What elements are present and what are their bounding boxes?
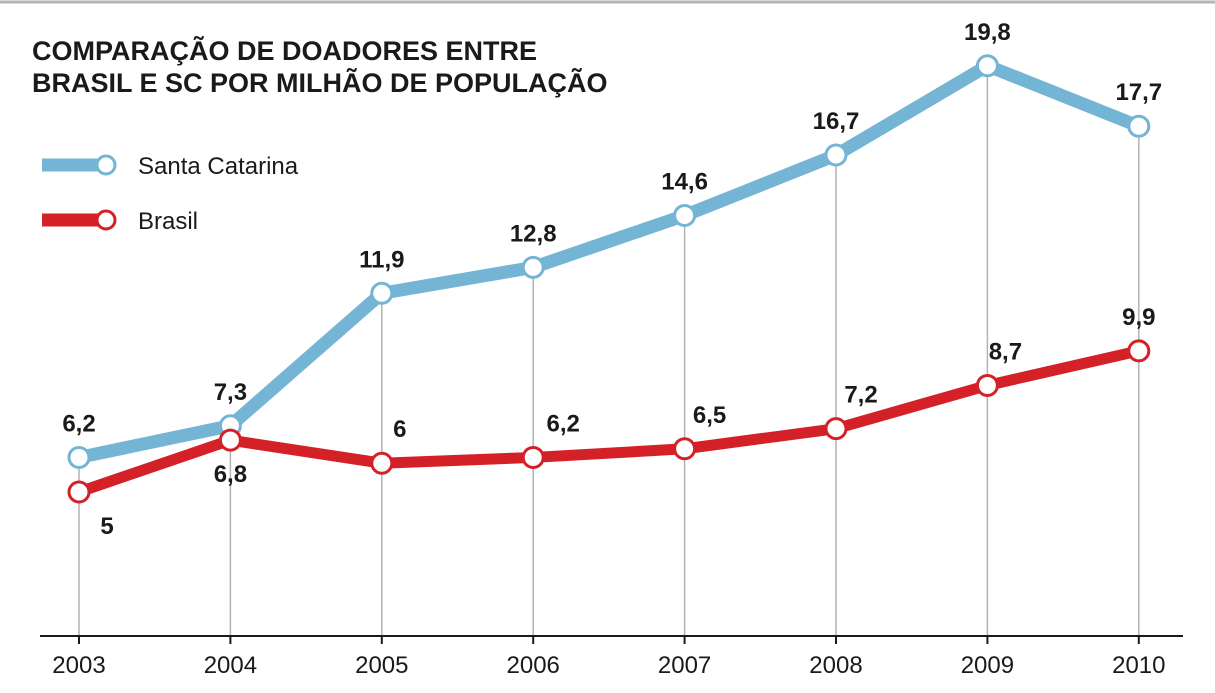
point-santa-catarina-2008 bbox=[824, 143, 848, 167]
data-label-santa-catarina-2010: 17,7 bbox=[1115, 79, 1162, 106]
x-tick-label-2006: 2006 bbox=[507, 652, 560, 679]
series-line-santa-catarina bbox=[72, 59, 1146, 464]
data-label-santa-catarina-2005: 11,9 bbox=[359, 246, 404, 273]
data-label-brasil-2004: 6,8 bbox=[214, 461, 247, 488]
point-brasil-2003 bbox=[67, 480, 91, 504]
point-brasil-2008 bbox=[824, 417, 848, 441]
legend-marker-brasil bbox=[95, 209, 117, 231]
x-tick-label-2007: 2007 bbox=[658, 652, 711, 679]
x-axis-ticks: 2003 2004 2005 2006 2007 2008 2009 2010 bbox=[52, 636, 1165, 679]
x-tick-label-2005: 2005 bbox=[355, 652, 408, 679]
point-brasil-2007 bbox=[673, 437, 697, 461]
data-label-brasil-2010: 9,9 bbox=[1122, 304, 1155, 331]
point-santa-catarina-2003 bbox=[67, 445, 91, 469]
series-line-brasil bbox=[73, 345, 1145, 498]
x-tick-label-2010: 2010 bbox=[1112, 652, 1165, 679]
data-label-brasil-2008: 7,2 bbox=[844, 382, 877, 409]
legend: Santa Catarina Brasil bbox=[42, 153, 299, 235]
data-label-brasil-2007: 6,5 bbox=[693, 402, 726, 429]
point-santa-catarina-2009 bbox=[975, 54, 999, 78]
series-lines bbox=[67, 54, 1151, 504]
legend-label-santa-catarina: Santa Catarina bbox=[138, 153, 299, 180]
data-label-brasil-2006: 6,2 bbox=[547, 410, 580, 437]
data-label-santa-catarina-2003: 6,2 bbox=[62, 410, 95, 437]
vertical-gridlines bbox=[78, 65, 1140, 636]
data-label-santa-catarina-2008: 16,7 bbox=[813, 108, 860, 135]
point-santa-catarina-2010 bbox=[1127, 114, 1151, 138]
legend-label-brasil: Brasil bbox=[138, 208, 198, 235]
point-brasil-2004 bbox=[218, 428, 242, 452]
chart-title-line-2: BRASIL E SC POR MILHÃO DE POPULAÇÃO bbox=[32, 67, 608, 98]
data-label-brasil-2009: 8,7 bbox=[989, 338, 1022, 365]
point-santa-catarina-2005 bbox=[370, 281, 394, 305]
data-label-santa-catarina-2006: 12,8 bbox=[510, 220, 557, 247]
data-label-santa-catarina-2007: 14,6 bbox=[661, 169, 708, 196]
data-label-brasil-2003: 5 bbox=[100, 513, 113, 540]
data-labels: 6,2 7,3 11,9 12,8 14,6 16,7 19,8 17,7 5 6,8 6 6,2 6,… bbox=[62, 19, 1162, 540]
point-brasil-2010 bbox=[1127, 339, 1151, 363]
chart-title-line-1: COMPARAÇÃO DE DOADORES ENTRE bbox=[32, 35, 537, 66]
legend-marker-santa-catarina bbox=[95, 154, 117, 176]
point-santa-catarina-2007 bbox=[673, 204, 697, 228]
point-brasil-2009 bbox=[975, 373, 999, 397]
x-tick-label-2009: 2009 bbox=[961, 652, 1014, 679]
point-santa-catarina-2006 bbox=[521, 255, 545, 279]
data-label-santa-catarina-2004: 7,3 bbox=[214, 379, 247, 406]
data-label-santa-catarina-2009: 19,8 bbox=[964, 19, 1011, 46]
x-tick-label-2003: 2003 bbox=[52, 652, 105, 679]
point-brasil-2005 bbox=[370, 451, 394, 475]
data-label-brasil-2005: 6 bbox=[393, 416, 406, 443]
x-tick-label-2004: 2004 bbox=[204, 652, 257, 679]
point-brasil-2006 bbox=[521, 445, 545, 469]
x-tick-label-2008: 2008 bbox=[809, 652, 862, 679]
